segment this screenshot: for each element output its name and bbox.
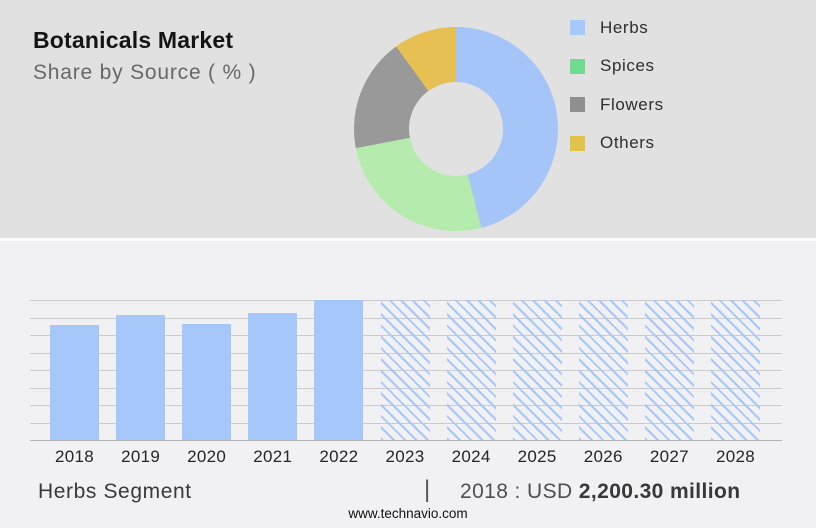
x-label-2024: 2024 (451, 447, 491, 466)
footer-value-prefix: 2018 : USD (460, 480, 579, 503)
x-label-2018: 2018 (54, 447, 95, 466)
x-label-2025: 2025 (517, 447, 557, 466)
footer-divider: | (424, 476, 431, 503)
legend-label-others: Others (600, 133, 655, 152)
legend-label-herbs: Herbs (600, 17, 649, 37)
legend-item-herbs: Herbs (570, 17, 664, 37)
page-title: Botanicals Market (33, 27, 234, 53)
website-url: www.technavio.com (348, 506, 468, 521)
x-label-2022: 2022 (319, 447, 359, 466)
legend-item-others: Others (570, 133, 664, 152)
bar-2025 (512, 300, 562, 440)
bar-2027 (644, 300, 694, 440)
legend-item-spices: Spices (570, 56, 664, 75)
legend-swatch-spices (570, 58, 585, 74)
footer-value-bold: 2,200.30 million (578, 480, 741, 503)
x-label-2021: 2021 (253, 447, 293, 466)
segment-label: Herbs Segment (38, 480, 192, 503)
top-section: Botanicals Market Share by Source ( % ) … (0, 0, 816, 238)
bar-2028 (711, 300, 760, 440)
legend-item-flowers: Flowers (570, 94, 664, 114)
legend-label-spices: Spices (600, 56, 655, 75)
bar-2023 (380, 300, 430, 440)
x-label-2028: 2028 (715, 447, 756, 466)
bar-2021 (248, 313, 298, 440)
footer-value: 2018 : USD 2,200.30 million (460, 480, 740, 504)
pie-legend: Herbs Spices Flowers Others (570, 17, 664, 173)
legend-swatch-flowers (570, 97, 585, 112)
header-block: Botanicals Market Share by Source ( % ) (33, 27, 256, 85)
x-label-2026: 2026 (583, 447, 623, 466)
x-label-2023: 2023 (385, 447, 425, 466)
x-label-2020: 2020 (187, 447, 227, 466)
bar-2019 (116, 315, 166, 440)
section-divider (0, 238, 816, 241)
bar-2024 (446, 300, 496, 440)
bar-chart-x-axis: 2018 2019 2020 2021 2022 2023 2024 2025 2026 2027… (50, 447, 760, 469)
bar-2018 (50, 325, 99, 440)
donut-hole (409, 82, 503, 176)
page-subtitle: Share by Source ( % ) (33, 61, 257, 84)
bar-2022 (314, 300, 364, 440)
x-label-2027: 2027 (649, 447, 689, 466)
donut-chart (354, 27, 558, 231)
bar-chart-bars (50, 300, 760, 440)
legend-swatch-herbs (570, 20, 585, 35)
legend-swatch-others (570, 135, 585, 151)
legend-label-flowers: Flowers (600, 94, 664, 114)
x-label-2019: 2019 (121, 447, 161, 466)
x-axis-line (30, 440, 782, 441)
bar-2020 (182, 324, 232, 440)
bar-2026 (578, 300, 628, 440)
